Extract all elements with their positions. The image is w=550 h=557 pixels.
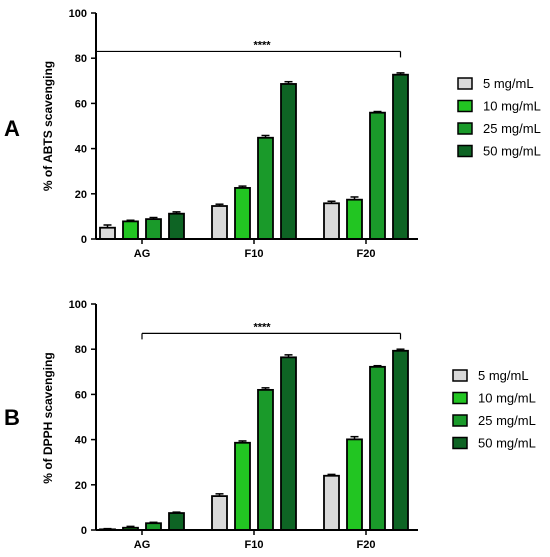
chart-a-bar-f20-2 [346,198,363,240]
chart-b-legend-swatch-4 [452,436,468,450]
chart-b-legend-label-1: 5 mg/mL [478,368,529,383]
chart-a-bar-ag-4 [168,212,185,240]
chart-a-legend-label-4: 50 mg/mL [483,144,541,159]
y-axis-label-a: % of ABTS scavenging [41,61,55,191]
panel-letter-a: A [4,116,20,141]
plot-area-a: AG F10 F20 0 20 40 60 80 100 **** [69,8,418,260]
chart-b-legend-swatch-3 [452,414,468,427]
chart-b-y-tick-label: 80 [75,344,87,356]
chart-a-y-tick-label: 80 [75,53,87,65]
panel-b: B % of DPPH scavenging AG F10 F20 0 20 40 60 80… [4,299,536,551]
chart-b-y-tick-label: 60 [75,389,87,401]
chart-a-legend-label-3: 25 mg/mL [483,121,541,136]
chart-a-y-tick-label: 20 [75,189,87,201]
chart-b-bar-f20-3 [369,365,386,531]
chart-a-x-tick-label: AG [134,248,151,260]
legend-b: 5 mg/mL 10 mg/mL 25 mg/mL 50 mg/mL [452,368,536,451]
chart-a-bar-f20-3 [369,111,386,240]
chart-b-bar-f10-1 [211,495,228,531]
chart-a-x-tick-label: F20 [357,248,376,260]
chart-b-bar-ag-4 [168,512,185,531]
chart-b-bar-f20-2 [346,438,363,531]
chart-a-legend-swatch-2 [457,99,473,113]
chart-a-legend-swatch-4 [457,144,473,158]
plot-area-b: AG F10 F20 0 20 40 60 80 100 **** [69,299,418,551]
chart-b-legend-swatch-1 [452,369,468,382]
chart-b-y-tick-label: 100 [69,299,87,311]
panel-a: A % of ABTS scavenging AG F10 F20 0 20 40 60 80… [4,8,541,260]
chart-b-bar-f10-2 [234,441,251,531]
chart-a-legend-label-1: 5 mg/mL [483,76,534,91]
chart-b-bar-f10-4 [280,356,297,531]
chart-a-legend-swatch-1 [457,77,473,90]
chart-b-legend-label-2: 10 mg/mL [478,391,536,406]
chart-a-bar-f20-4 [392,73,409,240]
legend-a: 5 mg/mL 10 mg/mL 25 mg/mL 50 mg/mL [457,76,541,159]
chart-a-y-tick-label: 100 [69,8,87,20]
chart-a-bar-f10-3 [257,136,274,240]
chart-b-significance-label: **** [253,321,271,333]
chart-a-bar-f20-1 [323,202,340,240]
chart-a-bar-ag-3 [145,218,162,240]
chart-a-bar-f10-1 [211,205,228,240]
chart-b-x-tick-label: F20 [357,539,376,551]
chart-b-legend-swatch-2 [452,391,468,405]
chart-a-legend-label-2: 10 mg/mL [483,99,541,114]
chart-b-bar-f20-4 [392,349,409,531]
chart-a-y-tick-label: 40 [75,144,87,156]
chart-b-x-tick-label: F10 [245,539,264,551]
chart-b-bar-f10-3 [257,388,274,531]
chart-a-y-tick-label: 0 [81,234,87,246]
chart-a-bar-ag-2 [122,220,139,240]
chart-a-bar-ag-1 [99,226,116,240]
chart-a-significance-label: **** [253,39,271,51]
chart-b-bar-ag-3 [145,522,162,531]
chart-a-legend-swatch-3 [457,122,473,135]
chart-a-x-tick-label: F10 [245,248,264,260]
chart-b-legend-label-4: 50 mg/mL [478,436,536,451]
chart-b-y-tick-label: 20 [75,480,87,492]
chart-b-bar-f20-1 [323,474,340,531]
chart-b-y-tick-label: 0 [81,525,87,537]
panel-letter-b: B [4,405,20,430]
chart-a-bar-f10-2 [234,187,251,240]
chart-b-legend-label-3: 25 mg/mL [478,413,536,428]
y-axis-label-b: % of DPPH scavenging [41,352,55,483]
chart-a-bar-f10-4 [280,83,297,240]
chart-a-y-tick-label: 60 [75,98,87,110]
chart-b-y-tick-label: 40 [75,435,87,447]
chart-b-x-tick-label: AG [134,539,151,551]
